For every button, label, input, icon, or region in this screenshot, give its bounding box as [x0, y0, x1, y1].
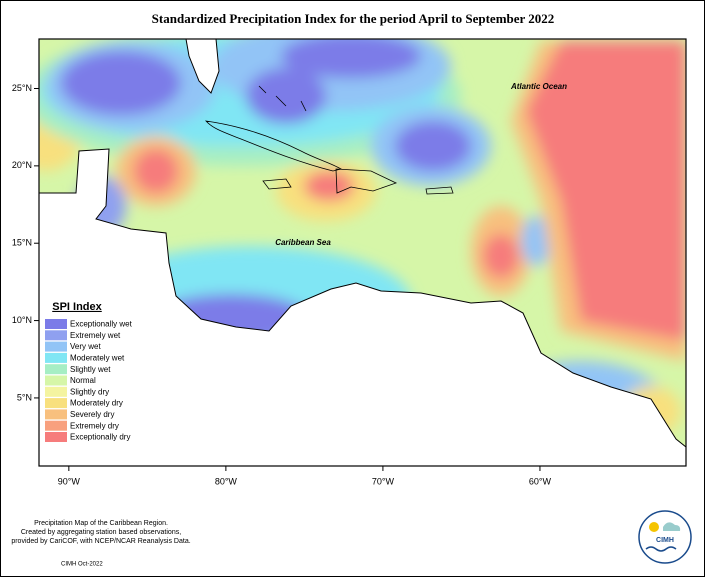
lat-tick-label: 10°N: [12, 315, 32, 325]
legend-swatch: [45, 398, 67, 409]
legend-label: Severely dry: [70, 410, 114, 419]
legend-swatch: [45, 432, 67, 442]
legend-swatch: [45, 409, 67, 420]
lat-tick-label: 25°N: [12, 83, 32, 93]
legend-swatch: [45, 341, 67, 352]
legend-label: Extremely wet: [70, 331, 121, 340]
lat-tick-label: 5°N: [17, 392, 32, 402]
legend-label: Extremely dry: [70, 421, 119, 430]
map-frame: [38, 38, 687, 467]
footer-line: Created by aggregating station based obs…: [21, 529, 181, 536]
lat-tick-label: 15°N: [12, 238, 32, 248]
legend-swatch: [45, 420, 67, 431]
logo: CIMH: [638, 510, 692, 564]
footer-date: CIMH Oct-2022: [61, 562, 103, 568]
lon-tick-label: 70°W: [372, 476, 395, 486]
legend-label: Very wet: [70, 342, 101, 351]
legend-swatch: [45, 352, 67, 363]
legend-label: Slightly dry: [70, 387, 109, 396]
lat-tick-label: 20°N: [12, 160, 32, 170]
lon-tick-label: 60°W: [529, 476, 552, 486]
legend-swatch: [45, 319, 67, 329]
legend-swatch: [45, 375, 67, 386]
legend-label: Exceptionally dry: [70, 433, 130, 442]
legend-label: Moderately dry: [70, 399, 123, 408]
spi-field: [39, 39, 686, 466]
annotation: Caribbean Sea: [275, 238, 331, 247]
logo-text: CIMH: [656, 537, 674, 544]
legend-swatch: [45, 330, 67, 341]
legend-label: Slightly wet: [70, 365, 111, 374]
legend-title: SPI Index: [52, 301, 102, 313]
legend-label: Moderately wet: [70, 354, 125, 363]
legend: Exceptionally wet Extremely wet Very wet Mo…: [45, 319, 133, 442]
lon-tick-label: 90°W: [58, 476, 81, 486]
title: Standardized Precipitation Index for the…: [152, 11, 555, 26]
legend-swatch: [45, 364, 67, 375]
footer-line: Precipitation Map of the Caribbean Regio…: [34, 520, 168, 527]
legend-label: Normal: [70, 376, 96, 385]
annotation: Atlantic Ocean: [510, 82, 567, 91]
lon-tick-label: 80°W: [215, 476, 238, 486]
legend-label: Exceptionally wet: [70, 320, 133, 329]
legend-swatch: [45, 386, 67, 397]
footer-line: provided by CariCOF, with NCEP/NCAR Rean…: [11, 538, 190, 545]
